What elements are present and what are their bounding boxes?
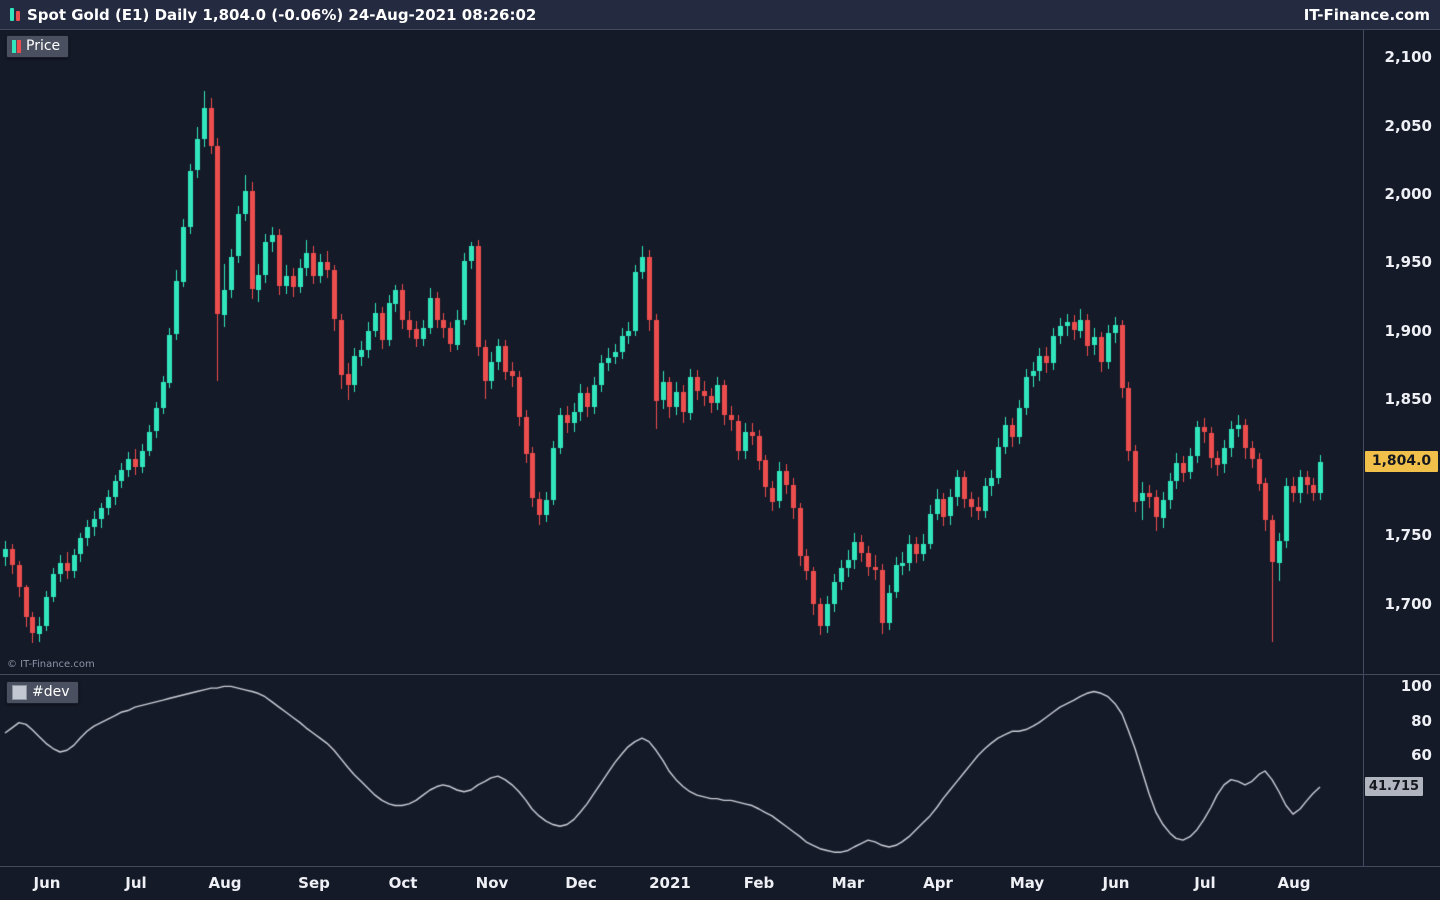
time-axis-separator <box>0 866 1440 867</box>
time-axis-label: Jun <box>1102 874 1130 892</box>
instrument-title: Spot Gold (E1) Daily 1,804.0 (-0.06%) 24… <box>27 5 537 24</box>
time-axis-label: Mar <box>831 874 865 892</box>
panel-separator <box>0 674 1440 675</box>
time-axis-label: Dec <box>565 874 597 892</box>
time-axis-label: Sep <box>298 874 330 892</box>
time-axis-label: Feb <box>743 874 775 892</box>
time-axis-label: Aug <box>208 874 242 892</box>
candles-icon <box>12 40 21 53</box>
time-axis-label: Apr <box>923 874 953 892</box>
time-axis-label: Oct <box>388 874 418 892</box>
price-legend-chip[interactable]: Price <box>6 35 70 58</box>
dev-axis-label: 80 <box>1411 711 1432 730</box>
time-axis-label: Aug <box>1277 874 1311 892</box>
dev-indicator-canvas[interactable] <box>0 676 1363 866</box>
price-axis-label: 2,000 <box>1384 184 1432 203</box>
candlestick-icon <box>10 8 20 21</box>
last-price-tag: 1,804.0 <box>1365 450 1438 472</box>
title-bar: Spot Gold (E1) Daily 1,804.0 (-0.06%) 24… <box>0 0 1440 30</box>
price-axis-label: 1,950 <box>1384 253 1432 272</box>
dev-axis-label: 60 <box>1411 746 1432 765</box>
price-axis-label: 1,750 <box>1384 526 1432 545</box>
dev-value-tag: 41.715 <box>1365 777 1423 797</box>
price-axis-label: 2,100 <box>1384 48 1432 67</box>
time-axis-label: Jul <box>125 874 147 892</box>
swatch-icon <box>12 685 27 700</box>
price-legend-label: Price <box>26 38 61 54</box>
time-axis-label: 2021 <box>649 874 691 892</box>
brand-label: IT-Finance.com <box>1303 5 1430 24</box>
price-axis-label: 1,850 <box>1384 389 1432 408</box>
time-axis-label: Jun <box>33 874 61 892</box>
dev-legend-label: #dev <box>32 684 70 700</box>
time-axis-label: May <box>1009 874 1045 892</box>
price-axis-label: 1,700 <box>1384 594 1432 613</box>
price-axis-label: 1,900 <box>1384 321 1432 340</box>
watermark: © IT-Finance.com <box>7 659 95 670</box>
time-axis-label: Jul <box>1194 874 1216 892</box>
price-chart-canvas[interactable] <box>0 30 1363 674</box>
price-axis-separator <box>1363 30 1364 866</box>
time-axis-label: Nov <box>475 874 509 892</box>
dev-axis-label: 100 <box>1400 677 1432 696</box>
dev-legend-chip[interactable]: #dev <box>6 681 79 704</box>
price-axis-label: 2,050 <box>1384 116 1432 135</box>
